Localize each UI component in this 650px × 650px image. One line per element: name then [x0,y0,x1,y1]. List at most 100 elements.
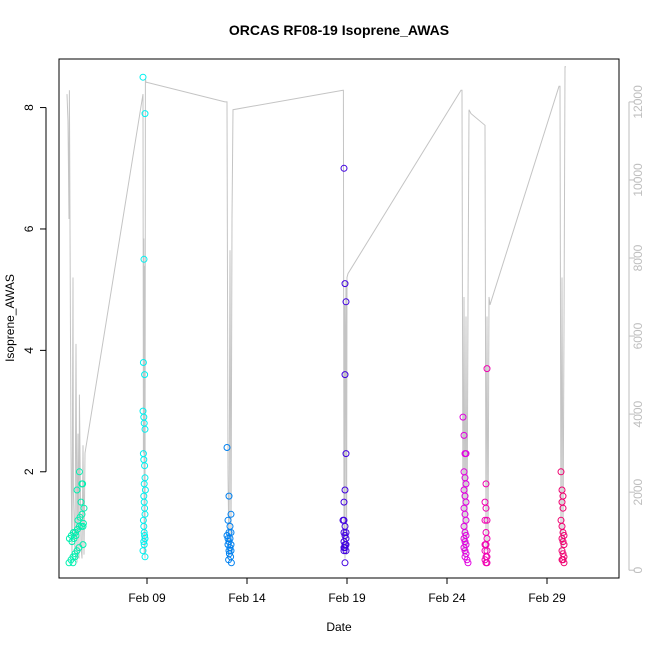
series-rf11 [339,164,350,567]
secondary-tick-label: 6000 [631,322,645,349]
data-point [341,486,349,494]
data-point [227,510,235,518]
y-tick-label: 4 [22,347,36,354]
x-tick-label: Feb 19 [328,591,366,605]
data-point [558,486,566,494]
data-point [340,498,348,506]
data-point [560,559,568,567]
series-rf13 [481,365,491,567]
data-point [481,516,489,524]
plot-frame [58,58,620,579]
data-point [141,425,149,433]
data-point [341,371,349,379]
data-point [75,468,83,476]
data-point [139,73,147,81]
data-point [226,522,234,530]
data-point [78,480,86,488]
data-point [482,480,490,488]
data-point [560,541,568,549]
data-point [462,450,470,458]
secondary-tick-label: 0 [631,567,645,574]
data-point [78,510,86,518]
series-rf08 [65,468,88,567]
data-point [460,504,468,512]
data-point [483,365,491,373]
data-point [558,522,566,530]
data-point [483,559,491,567]
data-point [342,298,350,306]
data-point [141,110,149,118]
data-point [223,444,231,451]
data-point [227,559,235,567]
y-tick-label: 8 [22,104,36,111]
data-point [79,541,87,549]
secondary-tick-label: 4000 [631,400,645,427]
series-rf10 [223,444,235,567]
data-point [460,522,468,530]
data-point [341,280,349,288]
data-point [460,468,468,476]
data-point [459,413,467,421]
data-point [557,468,565,476]
data-point [482,504,490,512]
data-point [464,559,472,567]
data-point [460,544,468,552]
data-point [462,516,470,524]
data-point [559,504,567,512]
data-point [460,486,468,494]
data-point [141,462,149,470]
data-point [483,516,491,524]
data-point [340,529,348,536]
data-point [79,522,87,530]
data-point [77,498,85,506]
series-rf12 [459,413,472,567]
data-point [141,371,149,379]
x-axis-label: Date [326,620,352,634]
secondary-tick-label: 8000 [631,244,645,271]
x-tick-label: Feb 29 [528,591,566,605]
data-point [342,450,350,458]
x-tick-label: Feb 24 [428,591,466,605]
data-point [141,553,149,561]
data-point [80,504,88,512]
data-point [72,532,80,539]
data-point [460,535,468,542]
series-rf14 [557,468,568,567]
data-point [558,498,566,506]
data-point [224,516,232,524]
data-point [558,547,566,555]
data-point [462,480,470,488]
x-tick-label: Feb 14 [228,591,266,605]
altitude-track-line [66,66,566,563]
data-point [79,519,87,527]
data-point [140,255,148,263]
data-point [342,547,350,555]
data-point [483,535,491,542]
y-tick-label: 2 [22,468,36,475]
data-point [139,359,147,366]
data-points-layer [65,73,568,567]
altitude-track-layer [66,66,566,563]
data-point [340,547,348,555]
x-tick-label: Feb 09 [128,591,166,605]
data-point [462,498,470,506]
data-point [558,535,566,542]
y-tick-label: 6 [22,225,36,232]
data-point [139,547,147,555]
data-point [225,492,233,500]
data-point [341,544,349,552]
data-point [71,553,79,561]
y-axis-label: Isoprene_AWAS [3,274,17,362]
secondary-tick-label: 10000 [631,163,645,197]
data-point [341,559,349,567]
data-point [481,498,489,506]
data-point [463,556,471,564]
data-point [559,556,567,564]
data-point [69,559,77,567]
axes-layer: 2 4 6 8 Feb 09 Feb 14 Feb 19 Feb 24 Feb 29 0 2000 4… [22,85,645,605]
data-point [460,431,468,439]
chart-title: ORCAS RF08-19 Isoprene_AWAS [229,22,449,38]
secondary-tick-label: 12000 [631,85,645,119]
series-rf09 [139,73,149,561]
